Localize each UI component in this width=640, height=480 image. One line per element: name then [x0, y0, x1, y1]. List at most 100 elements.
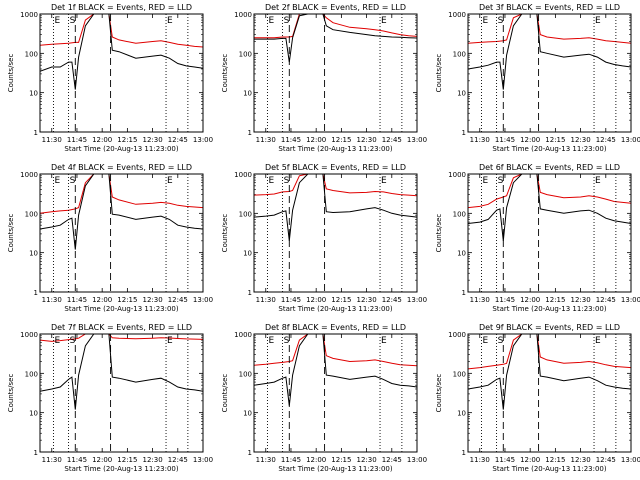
- marker-label: E: [595, 176, 601, 186]
- x-tick-label: 11:45: [281, 136, 301, 144]
- plot-frame: [253, 173, 418, 293]
- x-tick-label: 13:00: [621, 136, 640, 144]
- marker-label: S: [70, 16, 76, 26]
- plot-area: [468, 14, 631, 90]
- y-tick-label: 10: [457, 250, 466, 258]
- marker-label: E: [167, 176, 173, 186]
- x-tick-label: 12:30: [356, 456, 376, 464]
- chart-panel-1: Det 1f BLACK = Events, RED = LLD 1 10 100 10…: [7, 3, 213, 153]
- chart-title: Det 8f BLACK = Events, RED = LLD: [265, 323, 406, 332]
- y-tick-label: 1: [34, 449, 38, 457]
- x-tick-label: 12:30: [142, 136, 162, 144]
- marker-label: E: [381, 336, 387, 346]
- chart-panel-5: Det 5f BLACK = Events, RED = LLD 1 10 100 10…: [221, 163, 427, 313]
- chart-panel-7: Det 7f BLACK = Events, RED = LLD 1 10 100 10…: [7, 323, 213, 473]
- marker-label: S: [498, 176, 504, 186]
- events-series-line: [254, 14, 417, 63]
- x-tick-label: 12:30: [356, 296, 376, 304]
- marker-label: E: [54, 176, 60, 186]
- y-tick-label: 1000: [20, 171, 38, 179]
- x-axis-label: Start Time (20-Aug-13 11:23:00): [492, 145, 606, 153]
- chart-panel-9: Det 9f BLACK = Events, RED = LLD 1 10 100 10…: [435, 323, 640, 473]
- plot-frame: [39, 173, 204, 293]
- lld-series-line: [254, 14, 417, 39]
- chart-title: Det 3f BLACK = Events, RED = LLD: [479, 3, 620, 12]
- marker-label: S: [284, 336, 290, 346]
- x-tick-label: 12:00: [92, 136, 112, 144]
- x-tick-label: 11:45: [67, 456, 87, 464]
- x-tick-label: 11:30: [42, 136, 62, 144]
- x-tick-label: 12:15: [545, 296, 565, 304]
- marker-label: E: [595, 336, 601, 346]
- y-axis-label: Counts/sec: [7, 214, 15, 253]
- marker-label: E: [167, 336, 173, 346]
- y-axis-label: Counts/sec: [221, 374, 229, 413]
- x-tick-label: 12:45: [596, 456, 616, 464]
- plot-frame: [39, 333, 204, 453]
- events-series-line: [254, 334, 417, 406]
- chart-panel-6: Det 6f BLACK = Events, RED = LLD 1 10 100 10…: [435, 163, 640, 313]
- y-tick-label: 1: [462, 129, 466, 137]
- x-tick-label: 12:30: [570, 136, 590, 144]
- x-tick-label: 12:45: [168, 136, 188, 144]
- marker-label: E: [381, 176, 387, 186]
- x-axis-label: Start Time (20-Aug-13 11:23:00): [492, 465, 606, 473]
- lld-series-line: [468, 334, 631, 370]
- plot-area: [254, 174, 417, 241]
- y-tick-label: 100: [239, 210, 252, 218]
- lld-series-line: [40, 174, 203, 214]
- marker-label: E: [167, 16, 173, 26]
- plot-frame: [467, 173, 632, 293]
- x-tick-label: 12:30: [570, 296, 590, 304]
- y-tick-label: 1: [248, 449, 252, 457]
- y-axis-label: Counts/sec: [7, 54, 15, 93]
- x-tick-label: 12:30: [356, 136, 376, 144]
- marker-label: E: [482, 176, 488, 186]
- chart-title: Det 2f BLACK = Events, RED = LLD: [265, 3, 406, 12]
- plot-area: [254, 14, 417, 63]
- x-tick-label: 11:30: [470, 136, 490, 144]
- x-tick-label: 12:45: [596, 136, 616, 144]
- chart-panel-8: Det 8f BLACK = Events, RED = LLD 1 10 100 10…: [221, 323, 427, 473]
- y-tick-label: 100: [25, 370, 38, 378]
- chart-title: Det 1f BLACK = Events, RED = LLD: [51, 3, 192, 12]
- x-tick-label: 11:45: [495, 456, 515, 464]
- plot-frame: [467, 13, 632, 133]
- events-series-line: [40, 174, 203, 250]
- y-axis-label: Counts/sec: [435, 214, 443, 253]
- y-tick-label: 100: [25, 210, 38, 218]
- y-tick-label: 10: [243, 90, 252, 98]
- x-tick-label: 11:30: [470, 296, 490, 304]
- marker-label: E: [268, 336, 274, 346]
- plot-area: [468, 334, 631, 410]
- marker-label: E: [482, 16, 488, 26]
- y-tick-label: 1000: [20, 331, 38, 339]
- y-tick-label: 10: [29, 410, 38, 418]
- y-tick-label: 1000: [234, 171, 252, 179]
- y-tick-label: 1000: [234, 331, 252, 339]
- x-tick-label: 13:00: [407, 456, 427, 464]
- chart-panel-3: Det 3f BLACK = Events, RED = LLD 1 10 100 10…: [435, 3, 640, 153]
- x-tick-label: 11:30: [256, 456, 276, 464]
- chart-title: Det 7f BLACK = Events, RED = LLD: [51, 323, 192, 332]
- x-tick-label: 11:45: [495, 136, 515, 144]
- x-tick-label: 13:00: [407, 296, 427, 304]
- y-tick-label: 100: [239, 50, 252, 58]
- x-tick-label: 13:00: [621, 296, 640, 304]
- x-tick-label: 12:00: [520, 296, 540, 304]
- x-tick-label: 12:15: [331, 136, 351, 144]
- plot-area: [40, 14, 203, 90]
- y-tick-label: 1: [462, 289, 466, 297]
- y-tick-label: 10: [243, 410, 252, 418]
- x-tick-label: 12:45: [382, 456, 402, 464]
- x-tick-label: 12:15: [117, 456, 137, 464]
- y-tick-label: 100: [25, 50, 38, 58]
- x-tick-label: 12:15: [545, 456, 565, 464]
- x-tick-label: 12:45: [168, 456, 188, 464]
- y-tick-label: 10: [457, 410, 466, 418]
- y-tick-label: 1: [462, 449, 466, 457]
- marker-label: S: [70, 336, 76, 346]
- y-tick-label: 1000: [20, 11, 38, 19]
- x-tick-label: 12:30: [142, 296, 162, 304]
- events-series-line: [40, 334, 203, 410]
